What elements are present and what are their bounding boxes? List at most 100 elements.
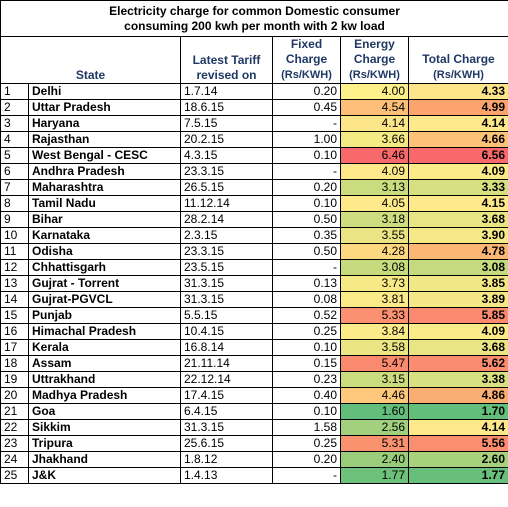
energy-charge: 5.31 <box>340 435 409 452</box>
row-number: 21 <box>0 403 29 420</box>
row-number: 2 <box>0 99 29 116</box>
header-total-charge: Total Charge (Rs/KWH) <box>407 36 508 84</box>
electricity-tariff-table: Electricity charge for common Domestic c… <box>0 0 508 484</box>
row-number: 22 <box>0 419 29 436</box>
energy-charge: 1.77 <box>340 467 409 484</box>
energy-charge: 4.00 <box>340 83 409 100</box>
fixed-charge: 0.50 <box>272 211 341 228</box>
fixed-charge: 0.23 <box>272 371 341 388</box>
energy-charge: 3.55 <box>340 227 409 244</box>
state-name: Jhakhand <box>28 451 181 468</box>
energy-charge: 2.56 <box>340 419 409 436</box>
table-row: 6 Andhra Pradesh 23.3.15-4.09 4.09 <box>0 163 508 180</box>
total-charge: 3.68 <box>407 339 508 356</box>
energy-charge: 4.14 <box>340 115 409 132</box>
state-name: Kerala <box>28 339 181 356</box>
total-charge: 3.08 <box>407 259 508 276</box>
energy-charge: 3.58 <box>340 339 409 356</box>
state-name: Assam <box>28 355 181 372</box>
table-row: 25 J&K 1.4.13-1.77 1.77 <box>0 467 508 484</box>
fixed-charge: - <box>272 115 341 132</box>
total-charge: 5.56 <box>407 435 508 452</box>
state-name: Sikkim <box>28 419 181 436</box>
total-charge: 4.09 <box>407 163 508 180</box>
row-number: 4 <box>0 131 29 148</box>
row-number: 23 <box>0 435 29 452</box>
total-charge: 4.14 <box>407 115 508 132</box>
table-row: 12 Chhattisgarh 23.5.15-3.08 3.08 <box>0 259 508 276</box>
fixed-charge: 0.20 <box>272 83 341 100</box>
row-number: 25 <box>0 467 29 484</box>
tariff-date: 31.3.15 <box>180 275 273 292</box>
energy-charge: 5.47 <box>340 355 409 372</box>
total-charge: 3.68 <box>407 211 508 228</box>
header-energy-charge: Energy Charge (Rs/KWH) <box>340 36 409 84</box>
table-row: 19 Uttrakhand 22.12.14 0.23 3.15 3.38 <box>0 371 508 388</box>
energy-charge: 1.60 <box>340 403 409 420</box>
table-row: 1 Delhi 1.7.14 0.20 4.00 4.33 <box>0 83 508 100</box>
energy-charge: 3.84 <box>340 323 409 340</box>
fixed-charge: 0.08 <box>272 291 341 308</box>
total-charge: 4.99 <box>407 99 508 116</box>
total-charge: 4.66 <box>407 131 508 148</box>
tariff-date: 31.3.15 <box>180 291 273 308</box>
fixed-charge: 0.15 <box>272 355 341 372</box>
row-number: 17 <box>0 339 29 356</box>
tariff-date: 17.4.15 <box>180 387 273 404</box>
total-charge: 6.56 <box>407 147 508 164</box>
tariff-date: 11.12.14 <box>180 195 273 212</box>
fixed-charge: 0.40 <box>272 387 341 404</box>
fixed-charge: - <box>272 163 341 180</box>
table-row: 16 Himachal Pradesh 10.4.15 0.25 3.84 4.09 <box>0 323 508 340</box>
state-name: Chhattisgarh <box>28 259 181 276</box>
state-name: Uttar Pradesh <box>28 99 181 116</box>
header-state: State <box>0 36 181 84</box>
tariff-date: 1.4.13 <box>180 467 273 484</box>
fixed-charge: 0.10 <box>272 147 341 164</box>
title-line-2: consuming 200 kwh per month with 2 kw lo… <box>124 18 385 33</box>
fixed-charge: 0.52 <box>272 307 341 324</box>
state-name: Uttrakhand <box>28 371 181 388</box>
row-number: 20 <box>0 387 29 404</box>
table-row: 20 Madhya Pradesh 17.4.15 0.40 4.46 4.86 <box>0 387 508 404</box>
state-name: Himachal Pradesh <box>28 323 181 340</box>
fixed-charge: - <box>272 259 341 276</box>
row-number: 13 <box>0 275 29 292</box>
energy-charge: 4.09 <box>340 163 409 180</box>
energy-charge: 3.13 <box>340 179 409 196</box>
table-row: 11 Odisha 23.3.15 0.50 4.28 4.78 <box>0 243 508 260</box>
tariff-date: 20.2.15 <box>180 131 273 148</box>
table-row: 3 Haryana 7.5.15-4.14 4.14 <box>0 115 508 132</box>
state-name: Andhra Pradesh <box>28 163 181 180</box>
table-row: 2 Uttar Pradesh 18.6.15 0.45 4.54 4.99 <box>0 99 508 116</box>
total-charge: 1.77 <box>407 467 508 484</box>
total-charge: 4.09 <box>407 323 508 340</box>
energy-charge: 2.40 <box>340 451 409 468</box>
total-charge: 4.15 <box>407 195 508 212</box>
row-number: 10 <box>0 227 29 244</box>
state-name: J&K <box>28 467 181 484</box>
tariff-date: 1.7.14 <box>180 83 273 100</box>
state-name: Madhya Pradesh <box>28 387 181 404</box>
fixed-charge: 0.35 <box>272 227 341 244</box>
tariff-date: 28.2.14 <box>180 211 273 228</box>
fixed-charge: 0.10 <box>272 195 341 212</box>
row-number: 11 <box>0 243 29 260</box>
fixed-charge: 0.25 <box>272 323 341 340</box>
table-row: 7 Maharashtra 26.5.15 0.20 3.13 3.33 <box>0 179 508 196</box>
table-row: 5 West Bengal - CESC 4.3.15 0.10 6.46 6.56 <box>0 147 508 164</box>
tariff-date: 31.3.15 <box>180 419 273 436</box>
total-charge: 3.85 <box>407 275 508 292</box>
tariff-date: 6.4.15 <box>180 403 273 420</box>
state-name: Maharashtra <box>28 179 181 196</box>
row-number: 19 <box>0 371 29 388</box>
total-charge: 3.33 <box>407 179 508 196</box>
total-charge: 3.38 <box>407 371 508 388</box>
fixed-charge: 0.20 <box>272 451 341 468</box>
total-charge: 4.14 <box>407 419 508 436</box>
fixed-charge: 0.45 <box>272 99 341 116</box>
state-name: Bihar <box>28 211 181 228</box>
energy-charge: 4.54 <box>340 99 409 116</box>
total-charge: 5.62 <box>407 355 508 372</box>
energy-charge: 3.18 <box>340 211 409 228</box>
